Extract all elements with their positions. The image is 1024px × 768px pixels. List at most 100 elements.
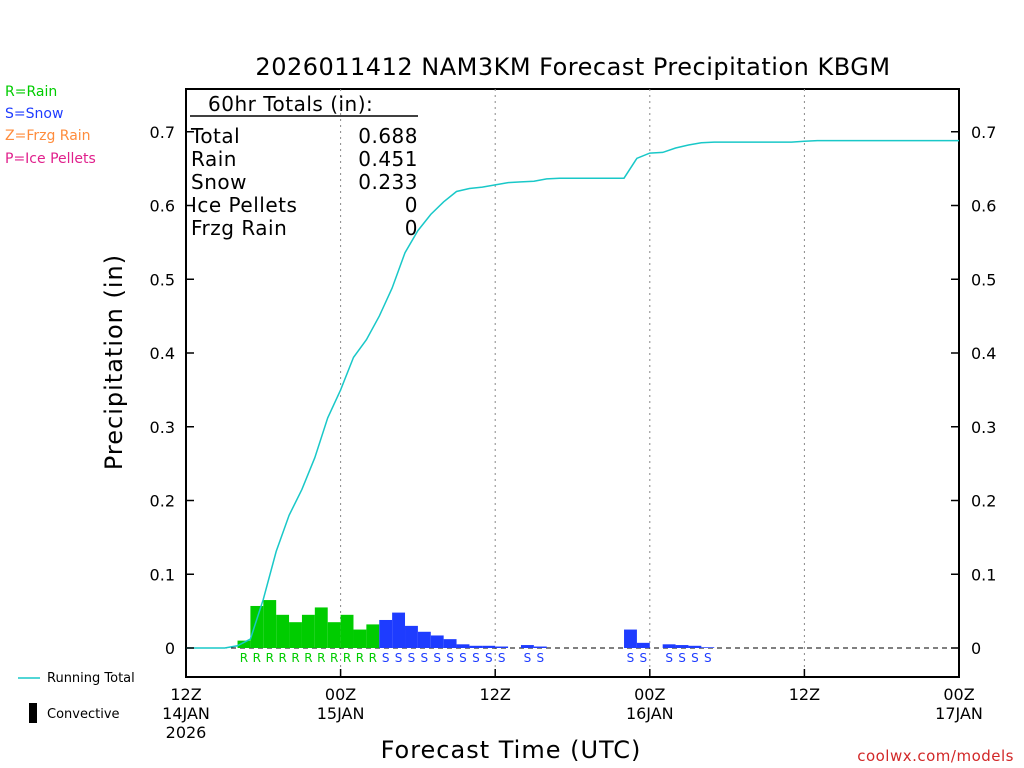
ptype-label: R (278, 651, 286, 665)
ptype-label: S (678, 651, 686, 665)
x-tick-label: 12Z (170, 685, 201, 704)
totals-row-label: Rain (191, 147, 237, 171)
precip-bar (533, 646, 547, 648)
y-axis-label: Precipitation (in) (100, 254, 128, 470)
totals-row-label: Frzg Rain (191, 216, 287, 240)
y-tick-label-left: 0.4 (150, 344, 175, 363)
chart-title: 2026011412 NAM3KM Forecast Precipitation… (255, 53, 890, 81)
precip-bar (701, 647, 715, 648)
y-tick-label-right: 0.3 (971, 418, 996, 437)
y-tick-label-right: 0.2 (971, 492, 996, 511)
totals-row-value: 0 (405, 216, 418, 240)
ptype-label: S (446, 651, 454, 665)
y-tick-label-right: 0.4 (971, 344, 996, 363)
x-tick-label: 15JAN (317, 704, 365, 723)
ptype-label: S (472, 651, 480, 665)
y-tick-label-right: 0.1 (971, 565, 996, 584)
x-tick-label: 00Z (943, 685, 974, 704)
y-tick-label-right: 0.6 (971, 197, 996, 216)
ptype-label: S (485, 651, 493, 665)
ptype-label: R (253, 651, 261, 665)
ptype-label: S (524, 651, 532, 665)
precip-bar (353, 629, 367, 648)
totals-box: 60hr Totals (in): Total 0.688 Rain 0.451 Sno… (190, 92, 418, 240)
ptype-label: S (395, 651, 403, 665)
ptype-label: S (640, 651, 648, 665)
x-axis-label: Forecast Time (UTC) (381, 736, 642, 764)
ptype-label: S (433, 651, 441, 665)
vertical-gridlines (340, 89, 805, 677)
y-tick-label-left: 0.1 (150, 565, 175, 584)
totals-row-value: 0 (405, 193, 418, 217)
legend-frzg-rain: Z=Frzg Rain (5, 128, 91, 144)
legend-ice-pellets: P=Ice Pellets (5, 151, 96, 167)
precip-bar (495, 646, 509, 648)
precip-bar (276, 614, 290, 648)
y-axis-ticks: 0 00.1 0.10.2 0.20.3 0.30.4 0.40.5 0.50.6 0.60.… (150, 123, 997, 658)
precip-bar (405, 625, 418, 648)
totals-row-label: Total (190, 124, 240, 148)
precip-bar (662, 644, 676, 648)
ptype-label: S (421, 651, 429, 665)
precip-bar (392, 612, 406, 648)
precip-bar (263, 600, 277, 648)
ptype-label: R (369, 651, 377, 665)
x-tick-label: 00Z (325, 685, 356, 704)
ptype-label: R (266, 651, 274, 665)
precip-bar (636, 642, 650, 648)
running-total-line (186, 139, 959, 649)
x-tick-label: 00Z (634, 685, 665, 704)
ptype-label: R (343, 651, 351, 665)
ptype-label: R (317, 651, 325, 665)
precip-bar (314, 607, 328, 648)
y-tick-label-left: 0.7 (150, 123, 175, 142)
precip-bar (250, 605, 264, 648)
ptype-label: S (536, 651, 544, 665)
x-tick-label: 16JAN (626, 704, 674, 723)
x-tick-label: 17JAN (935, 704, 983, 723)
ptype-label: S (704, 651, 712, 665)
y-tick-label-left: 0.3 (150, 418, 175, 437)
convective-legend-label: Convective (47, 707, 120, 722)
totals-row-value: 0.451 (358, 147, 418, 171)
x-tick-label: 12Z (789, 685, 820, 704)
ptype-label: S (408, 651, 416, 665)
y-tick-label-right: 0.7 (971, 123, 996, 142)
legend-rain: R=Rain (5, 84, 57, 100)
convective-legend-swatch (29, 703, 37, 723)
precip-bar (379, 619, 393, 648)
precip-bar (520, 645, 534, 648)
y-tick-label-left: 0.2 (150, 492, 175, 511)
precip-bar (366, 624, 380, 648)
precip-bar (624, 629, 637, 648)
precip-bar (688, 645, 702, 648)
ptype-label: S (382, 651, 390, 665)
precip-bar (301, 614, 315, 648)
ptype-label: R (291, 651, 299, 665)
precip-bar (675, 645, 689, 648)
ptype-label: R (240, 651, 248, 665)
ptype-label: S (627, 651, 635, 665)
totals-row-value: 0.233 (358, 170, 418, 194)
ptype-label: S (459, 651, 467, 665)
precip-bar (340, 614, 354, 648)
ptype-label: S (691, 651, 699, 665)
x-tick-label: 2026 (166, 723, 207, 742)
legend-snow: S=Snow (5, 106, 63, 122)
precip-bar (237, 640, 251, 648)
totals-row-label: Ice Pellets (191, 193, 297, 217)
totals-row-label: Snow (191, 170, 247, 194)
y-tick-label-right: 0.5 (971, 270, 996, 289)
precip-bar (417, 631, 431, 648)
y-tick-label-right: 0 (971, 639, 981, 658)
plot-frame (185, 88, 960, 678)
y-tick-label-left: 0 (165, 639, 175, 658)
x-tick-label: 12Z (480, 685, 511, 704)
precip-bar (443, 639, 457, 648)
ptype-label: R (304, 651, 312, 665)
precip-bar (289, 622, 302, 648)
precip-bar (430, 635, 444, 648)
precip-bar (456, 644, 470, 648)
